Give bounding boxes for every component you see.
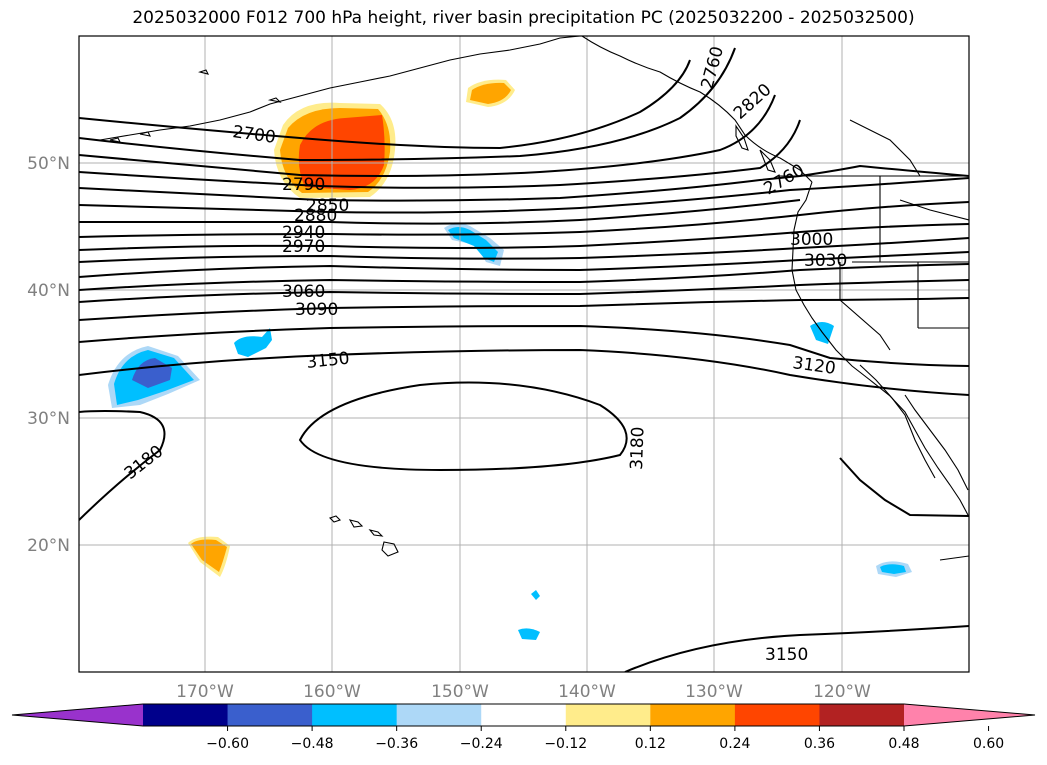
contour-label: 2850 <box>306 196 349 216</box>
contour-3150 <box>79 348 969 396</box>
precip-negative-blob-2 <box>234 328 272 357</box>
colorbar-bin <box>143 704 229 726</box>
contour-2970 <box>79 237 969 263</box>
contour-label: 3000 <box>790 230 833 250</box>
contour-3060 <box>79 279 969 303</box>
colorbar-outline <box>11 703 1036 727</box>
contour-label: 2940 <box>282 223 325 243</box>
contour-2790 <box>79 119 801 189</box>
contour-2700 <box>79 59 691 150</box>
contour-label: 2760 <box>761 160 808 199</box>
lon-label-120w: 120°W <box>813 682 871 702</box>
lon-label-130w: 130°W <box>685 682 743 702</box>
latitude-labels: 50°N 40°N 30°N 20°N <box>27 154 70 556</box>
colorbar-bin <box>312 704 398 726</box>
colorbar-tick-label: −0.60 <box>206 736 249 752</box>
contour-label: 3090 <box>295 300 338 320</box>
graticule <box>79 36 969 672</box>
map-frame <box>78 35 970 673</box>
lat-label-30n: 30°N <box>27 409 70 429</box>
longitude-labels: 170°W 160°W 150°W 140°W 130°W 120°W <box>176 682 871 702</box>
lat-label-50n: 50°N <box>27 154 70 174</box>
coastlines <box>99 36 969 561</box>
precip-negative-blob-3-core <box>448 227 498 262</box>
colorbar-tick-label: 0.12 <box>635 736 666 752</box>
contour-label: 2790 <box>282 175 325 195</box>
contour-3180-closed <box>298 381 628 472</box>
contour-label: 3150 <box>765 645 808 665</box>
contour-label: 3030 <box>804 251 847 271</box>
contour-label: 3150 <box>305 349 350 373</box>
lon-label-140w: 140°W <box>558 682 616 702</box>
contour-3150-southeast <box>624 625 969 672</box>
contour-2940 <box>79 223 969 251</box>
lon-label-150w: 150°W <box>431 682 489 702</box>
lon-label-170w: 170°W <box>176 682 234 702</box>
precip-positive-blob-south-core <box>191 539 227 572</box>
contour-2880 <box>79 199 801 225</box>
contour-label: 2820 <box>730 80 776 124</box>
colorbar: −0.60 −0.48 −0.36 −0.24 −0.12 0.12 0.24 0.36 0.4… <box>11 703 1036 752</box>
colorbar-tick-label: −0.36 <box>375 736 418 752</box>
contour-2910 <box>79 201 969 238</box>
colorbar-bin <box>650 704 736 726</box>
lat-label-40n: 40°N <box>27 281 70 301</box>
contour-2730 <box>79 47 736 162</box>
colorbar-bin <box>227 704 313 726</box>
colorbar-tick-label: 0.24 <box>719 736 750 752</box>
colorbar-bin <box>396 704 482 726</box>
colorbar-bin <box>734 704 820 726</box>
colorbar-tick-label: 0.60 <box>973 736 1004 752</box>
map-title: 2025032000 F012 700 hPa height, river ba… <box>132 8 915 28</box>
contour-3180-west <box>79 410 166 521</box>
contour-3120-southeast <box>839 457 969 517</box>
contour-labels: 2700 2790 2850 2880 2940 2970 3060 3090 … <box>121 44 848 665</box>
precip-shading <box>108 79 912 640</box>
colorbar-tick-label: 0.48 <box>888 736 919 752</box>
contour-label: 2700 <box>231 122 277 148</box>
contour-label: 2760 <box>698 44 729 91</box>
height-contours <box>79 47 969 672</box>
contour-label: 2970 <box>282 237 325 257</box>
colorbar-tick-label: 0.36 <box>804 736 835 752</box>
colorbar-extend-low <box>12 704 143 726</box>
contour-label: 2880 <box>294 206 337 226</box>
precip-negative-blob-california <box>810 322 834 344</box>
precip-negative-blob-mexico-core <box>880 564 906 574</box>
contour-3000 <box>79 251 969 278</box>
contour-3120 <box>79 324 969 367</box>
contour-3090 <box>79 297 969 321</box>
contour-3030 <box>79 263 969 291</box>
colorbar-bin <box>819 704 905 726</box>
colorbar-bin <box>481 704 567 726</box>
colorbar-tick-label: −0.48 <box>291 736 334 752</box>
contour-label: 3060 <box>282 282 325 302</box>
colorbar-bin <box>565 704 651 726</box>
colorbar-tick-label: −0.24 <box>460 736 503 752</box>
lon-label-160w: 160°W <box>303 682 361 702</box>
colorbar-extend-high <box>904 704 1035 726</box>
colorbar-tick-label: −0.12 <box>544 736 587 752</box>
contour-label: 3180 <box>627 426 648 470</box>
contour-2850 <box>79 177 969 214</box>
lat-label-20n: 20°N <box>27 536 70 556</box>
contour-2760 <box>79 94 776 177</box>
precip-positive-blob-large-max <box>298 115 385 190</box>
contour-2820 <box>79 164 969 202</box>
precip-positive-blob-small-core <box>470 82 511 104</box>
precip-negative-blob-hawaii <box>518 628 540 640</box>
alaska-coastline <box>99 36 581 141</box>
precip-negative-blob-tiny <box>531 590 540 600</box>
